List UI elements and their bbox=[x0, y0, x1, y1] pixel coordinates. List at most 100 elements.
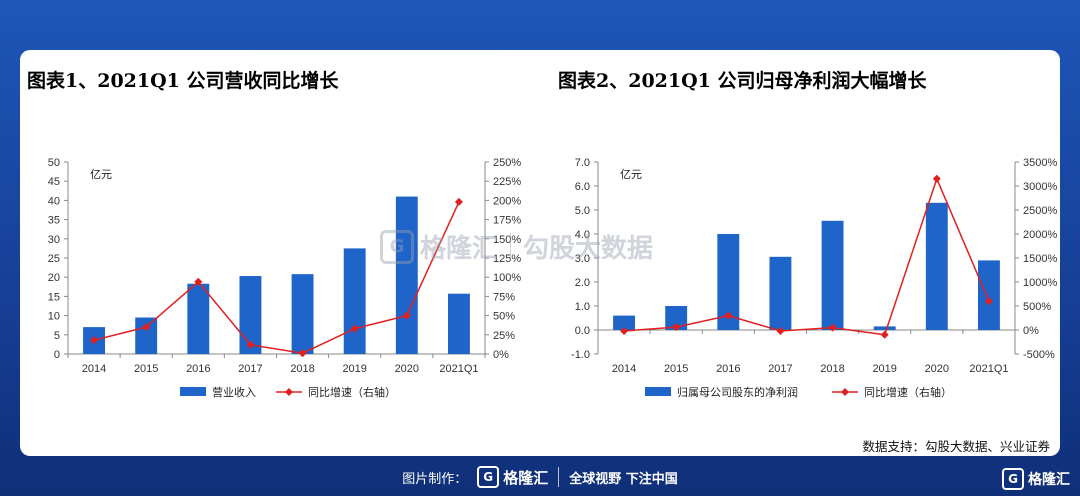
y-right-tick-label: 1500% bbox=[1023, 253, 1057, 265]
watermark-brand: 格隆汇 bbox=[420, 234, 499, 264]
x-tick-label: 2017 bbox=[768, 363, 792, 375]
x-tick-label: 2016 bbox=[716, 363, 740, 375]
x-tick-label: 2016 bbox=[186, 363, 210, 375]
bar bbox=[717, 234, 740, 330]
y-right-tick-label: 500% bbox=[1023, 301, 1051, 313]
y-left-tick-label: 4.0 bbox=[575, 229, 590, 241]
growth-line bbox=[93, 201, 460, 355]
corner-brand: 格隆汇 bbox=[1028, 472, 1070, 488]
x-tick-label: 2018 bbox=[290, 363, 314, 375]
watermark: G 格隆汇 勾股大数据 bbox=[380, 228, 653, 265]
x-tick-label: 2014 bbox=[82, 363, 106, 375]
growth-point bbox=[828, 323, 837, 332]
chart-1-revenue: 0 5 10 15 20 25 30 35 40 45 50 0% 25% 50% 75% 100% 125% 1… bbox=[48, 157, 522, 399]
y-left-tick-label: 25 bbox=[48, 253, 60, 265]
bar bbox=[977, 260, 1000, 330]
y-left-tick-label: 20 bbox=[48, 272, 60, 284]
bar bbox=[343, 248, 366, 354]
growth-point bbox=[402, 311, 411, 320]
chart-1-title: 图表1、2021Q1 公司营收同比增长 bbox=[27, 70, 339, 92]
growth-point bbox=[246, 340, 255, 349]
y-right-tick-label: 25% bbox=[493, 330, 515, 342]
x-tick-label: 2021Q1 bbox=[439, 363, 478, 375]
y-right-tick-label: 175% bbox=[493, 215, 521, 227]
y-right-tick-label: 125% bbox=[493, 253, 521, 265]
y-right-tick-label: 3000% bbox=[1023, 181, 1057, 193]
y-right-tick-label: 0% bbox=[493, 349, 509, 361]
legend-line-marker bbox=[841, 388, 849, 396]
y-left-tick-label: 0 bbox=[54, 349, 60, 361]
y-right-tick-label: 1000% bbox=[1023, 277, 1057, 289]
bar bbox=[447, 293, 470, 354]
y-left-tick-label: 30 bbox=[48, 234, 60, 246]
legend-bar-swatch bbox=[645, 387, 671, 396]
y-right-tick-label: 0% bbox=[1023, 325, 1039, 337]
chart-2-net-profit: -1.0 0.0 1.0 2.0 3.0 4.0 5.0 6.0 7.0 -500% 0% 500% 1… bbox=[571, 157, 1057, 399]
y-left-tick-label: 2.0 bbox=[575, 277, 590, 289]
y-left-tick-label: 6.0 bbox=[575, 181, 590, 193]
unit-label: 亿元 bbox=[620, 168, 642, 181]
footer-logo-icon: G bbox=[477, 466, 500, 488]
y-left-tick-label: 15 bbox=[48, 291, 60, 303]
bar bbox=[613, 315, 636, 330]
growth-point bbox=[984, 297, 993, 306]
growth-point bbox=[724, 311, 733, 320]
y-right-tick-label: 100% bbox=[493, 272, 521, 284]
y-left-tick-label: 35 bbox=[48, 215, 60, 227]
corner-logo: G 格隆汇 bbox=[1002, 468, 1070, 490]
growth-point bbox=[90, 336, 99, 345]
y-right-tick-label: 150% bbox=[493, 234, 521, 246]
bar bbox=[395, 196, 418, 354]
footer-slogan: 全球视野 下注中国 bbox=[569, 471, 678, 487]
x-tick-label: 2014 bbox=[612, 363, 636, 375]
corner-logo-icon: G bbox=[1002, 468, 1024, 490]
growth-point bbox=[620, 326, 629, 335]
bar bbox=[821, 220, 844, 330]
x-tick-label: 2018 bbox=[820, 363, 844, 375]
x-tick-label: 2015 bbox=[664, 363, 688, 375]
growth-point bbox=[142, 323, 151, 332]
growth-point bbox=[194, 277, 203, 286]
data-source: 数据支持：勾股大数据、兴业证券 bbox=[862, 439, 1050, 454]
bar bbox=[187, 283, 210, 354]
x-tick-label: 2019 bbox=[342, 363, 366, 375]
footer: 图片制作： G 格隆汇 全球视野 下注中国 bbox=[0, 462, 1080, 492]
y-left-tick-label: 7.0 bbox=[575, 157, 590, 169]
legend-bar-label: 归属母公司股东的净利润 bbox=[677, 385, 798, 399]
watermark-logo-icon: G bbox=[380, 229, 414, 264]
y-left-tick-label: -1.0 bbox=[571, 349, 590, 361]
watermark-text: 勾股大数据 bbox=[523, 234, 654, 264]
y-right-tick-label: 200% bbox=[493, 195, 521, 207]
growth-point bbox=[350, 324, 359, 333]
growth-point bbox=[776, 326, 785, 335]
x-tick-label: 2020 bbox=[395, 363, 419, 375]
legend-line-marker bbox=[285, 388, 293, 396]
x-tick-label: 2020 bbox=[925, 363, 949, 375]
y-right-tick-label: 250% bbox=[493, 157, 521, 169]
legend-line-label: 同比增速（右轴） bbox=[308, 385, 396, 399]
growth-point bbox=[672, 323, 681, 332]
bar bbox=[239, 276, 262, 354]
y-left-tick-label: 3.0 bbox=[575, 253, 590, 265]
legend-bar-swatch bbox=[180, 387, 206, 396]
footer-made-by: 图片制作： bbox=[402, 471, 468, 487]
unit-label: 亿元 bbox=[90, 168, 112, 181]
y-right-tick-label: -500% bbox=[1023, 349, 1055, 361]
y-left-tick-label: 1.0 bbox=[575, 301, 590, 313]
y-left-tick-label: 5 bbox=[54, 330, 60, 342]
growth-point bbox=[454, 197, 463, 206]
legend-bar-label: 营业收入 bbox=[212, 385, 256, 399]
y-right-tick-label: 75% bbox=[493, 291, 515, 303]
y-left-tick-label: 10 bbox=[48, 311, 60, 323]
y-right-tick-label: 2000% bbox=[1023, 229, 1057, 241]
bar bbox=[769, 256, 792, 330]
growth-point bbox=[298, 349, 307, 358]
y-right-tick-label: 225% bbox=[493, 176, 521, 188]
y-right-tick-label: 3500% bbox=[1023, 157, 1057, 169]
x-tick-label: 2021Q1 bbox=[969, 363, 1008, 375]
legend-line-label: 同比增速（右轴） bbox=[864, 385, 952, 399]
chart-2-title: 图表2、2021Q1 公司归母净利润大幅增长 bbox=[558, 70, 927, 92]
footer-brand: 格隆汇 bbox=[503, 468, 549, 487]
x-tick-label: 2019 bbox=[872, 363, 896, 375]
bar bbox=[291, 274, 314, 354]
